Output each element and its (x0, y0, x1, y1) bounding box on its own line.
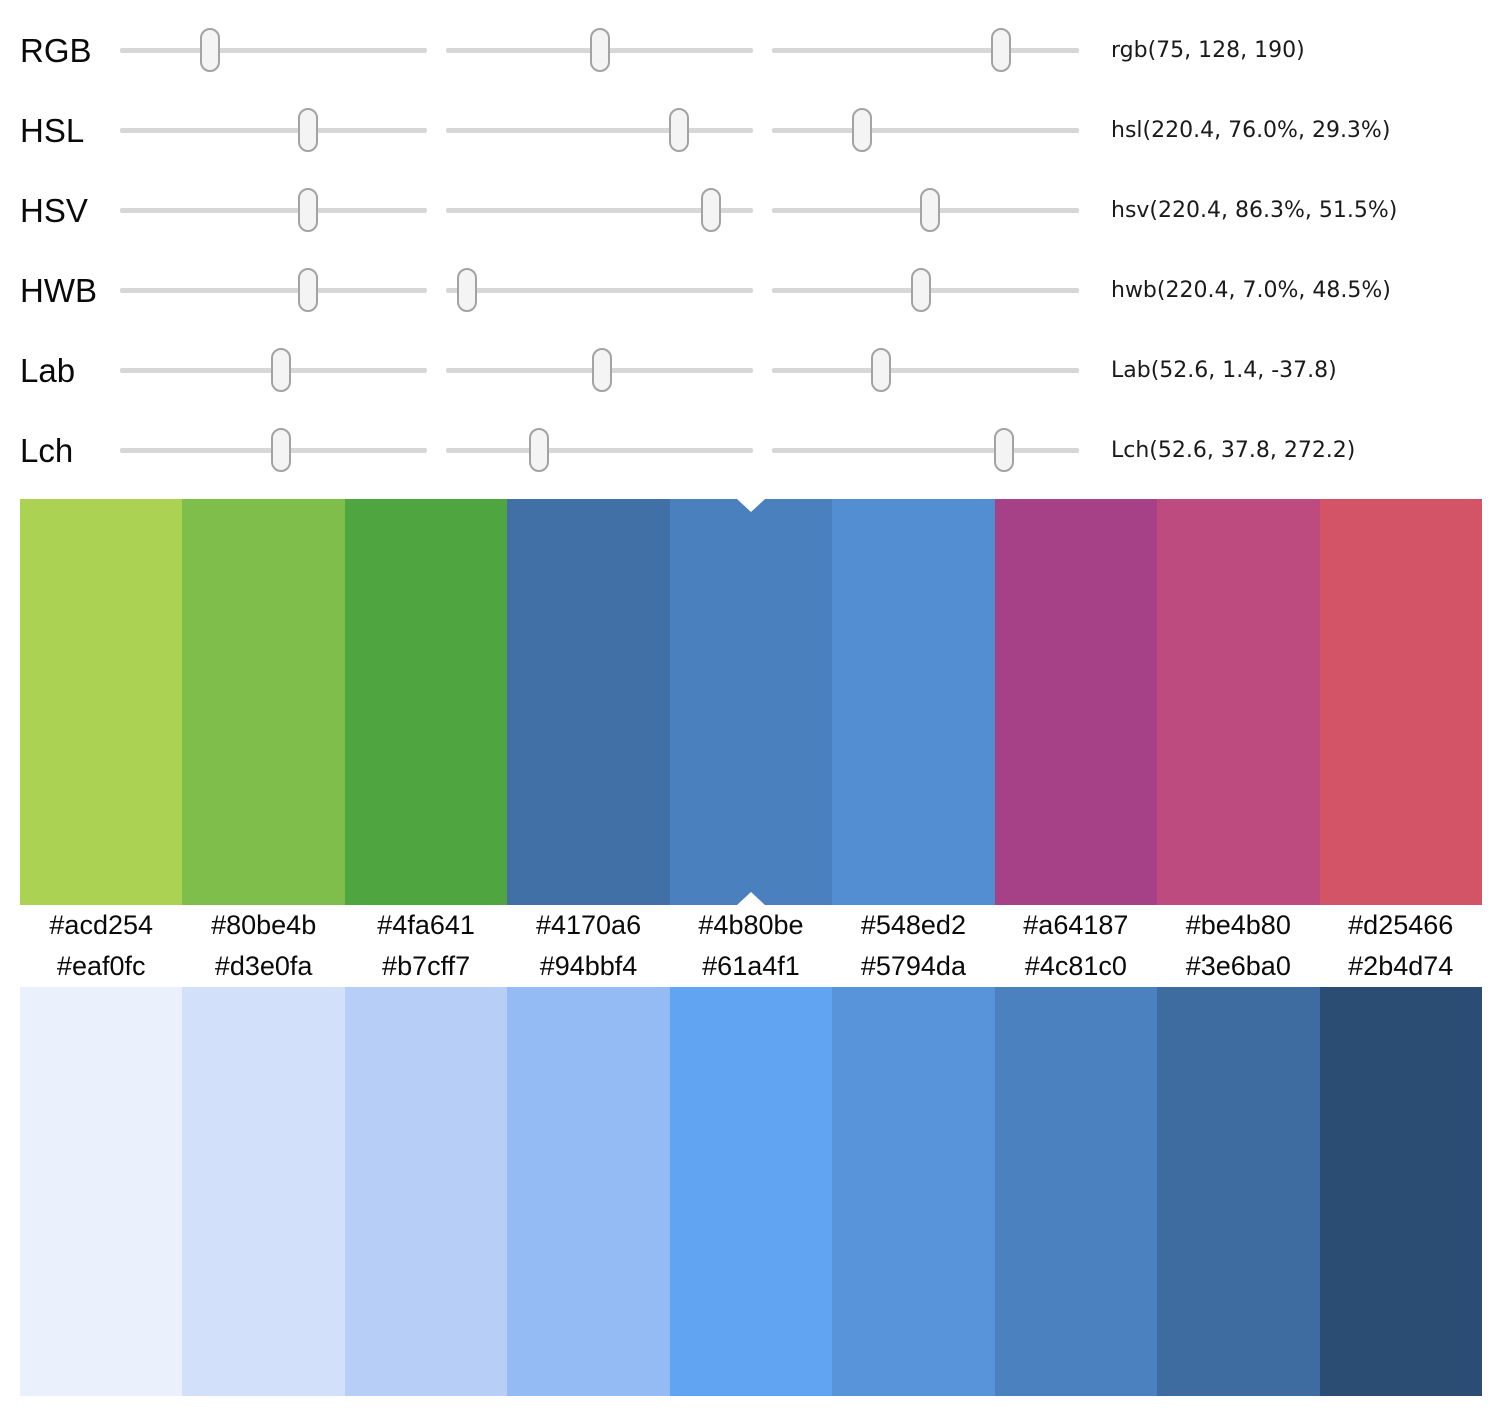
rgb-slider-r[interactable] (120, 28, 427, 72)
hwb-slider-w[interactable] (446, 268, 753, 312)
lab-slider-a-handle[interactable] (591, 348, 612, 392)
lch-slider-h-handle[interactable] (994, 428, 1015, 472)
hwb-label: HWB (20, 271, 97, 309)
hex-label: #d25466 (1348, 910, 1454, 940)
hue-swatch[interactable] (344, 499, 508, 905)
lab-slider-l[interactable] (120, 348, 427, 392)
hue-swatch[interactable] (507, 499, 670, 905)
hex-label: #b7cff7 (382, 951, 471, 981)
hex-label: #2b4d74 (1348, 951, 1454, 981)
hsv-slider-h-handle[interactable] (297, 188, 318, 232)
shade-swatch[interactable] (994, 987, 1158, 1396)
rgb-slider-g[interactable] (446, 28, 753, 72)
hue-swatch[interactable] (182, 499, 345, 905)
hex-label: #94bbf4 (539, 951, 638, 981)
hue-hex-labels: #acd254 #80be4b #4fa641 #4170a6 #4b80be … (20, 905, 1482, 946)
hex-label: #80be4b (211, 910, 317, 940)
hex-label: #4c81c0 (1024, 951, 1127, 981)
shade-swatch[interactable] (1319, 987, 1482, 1396)
hex-label: #d3e0fa (214, 951, 313, 981)
hwb-slider-h-handle[interactable] (297, 268, 318, 312)
hue-palette (20, 499, 1482, 905)
lab-slider-a[interactable] (446, 348, 753, 392)
lab-slider-b-handle[interactable] (870, 348, 891, 392)
hwb-slider-b-handle[interactable] (910, 268, 931, 312)
hue-swatch[interactable] (20, 499, 183, 905)
lab-slider-b[interactable] (772, 348, 1079, 392)
hex-label: #5794da (860, 951, 966, 981)
hsl-slider-l-handle[interactable] (851, 108, 872, 152)
lch-slider-c-handle[interactable] (528, 428, 549, 472)
hsv-slider-s[interactable] (446, 188, 753, 232)
lch-slider-h[interactable] (772, 428, 1079, 472)
shade-hex-labels: #eaf0fc #d3e0fa #b7cff7 #94bbf4 #61a4f1 … (20, 946, 1482, 987)
rgb-slider-b[interactable] (772, 28, 1079, 72)
rgb-value: rgb(75, 128, 190) (1111, 37, 1305, 63)
hwb-slider-h[interactable] (120, 268, 427, 312)
lab-slider-l-handle[interactable] (271, 348, 292, 392)
hsv-slider-v[interactable] (772, 188, 1079, 232)
shade-swatch[interactable] (1157, 987, 1320, 1396)
hsv-row: HSV hsv(220.4, 86.3%, 51.5%) (0, 170, 1501, 250)
hex-label: #61a4f1 (702, 951, 800, 981)
hue-swatch-selected[interactable] (669, 499, 833, 905)
hsv-slider-v-handle[interactable] (920, 188, 941, 232)
shade-swatch[interactable] (20, 987, 183, 1396)
hsl-slider-s[interactable] (446, 108, 753, 152)
rgb-slider-r-handle[interactable] (200, 28, 221, 72)
hex-label: #acd254 (49, 910, 154, 940)
hwb-value: hwb(220.4, 7.0%, 48.5%) (1111, 277, 1391, 303)
hwb-slider-b[interactable] (772, 268, 1079, 312)
palettes: #acd254 #80be4b #4fa641 #4170a6 #4b80be … (20, 499, 1482, 1396)
rgb-label: RGB (20, 31, 92, 69)
rgb-row: RGB rgb(75, 128, 190) (0, 10, 1501, 90)
hex-label: #4fa641 (377, 910, 475, 940)
hex-label: #3e6ba0 (1185, 951, 1291, 981)
shade-palette (20, 987, 1482, 1396)
hue-swatch[interactable] (832, 499, 995, 905)
lch-label: Lch (20, 431, 74, 469)
shade-swatch[interactable] (669, 987, 833, 1396)
hsl-label: HSL (20, 111, 85, 149)
hsl-slider-s-handle[interactable] (669, 108, 690, 152)
hsl-row: HSL hsl(220.4, 76.0%, 29.3%) (0, 90, 1501, 170)
hue-swatch[interactable] (1319, 499, 1482, 905)
hwb-row: HWB hwb(220.4, 7.0%, 48.5%) (0, 250, 1501, 330)
hsv-slider-s-handle[interactable] (700, 188, 721, 232)
hsl-slider-h-handle[interactable] (297, 108, 318, 152)
lab-row: Lab Lab(52.6, 1.4, -37.8) (0, 330, 1501, 410)
lch-row: Lch Lch(52.6, 37.8, 272.2) (0, 410, 1501, 490)
hsl-value: hsl(220.4, 76.0%, 29.3%) (1111, 117, 1391, 143)
rgb-slider-g-handle[interactable] (590, 28, 611, 72)
selected-color-notch-top-icon (736, 499, 765, 512)
hex-label: #a64187 (1023, 910, 1129, 940)
hex-label: #548ed2 (860, 910, 966, 940)
lch-slider-l-handle[interactable] (271, 428, 292, 472)
color-model-sliders: RGB rgb(75, 128, 190) HSL hsl(220.4, 76.… (0, 0, 1501, 490)
lab-label: Lab (20, 351, 76, 389)
lch-slider-l[interactable] (120, 428, 427, 472)
hue-swatch[interactable] (994, 499, 1158, 905)
hsv-value: hsv(220.4, 86.3%, 51.5%) (1111, 197, 1398, 223)
hex-label: #eaf0fc (56, 951, 146, 981)
hwb-slider-w-handle[interactable] (457, 268, 478, 312)
lab-value: Lab(52.6, 1.4, -37.8) (1111, 357, 1337, 383)
hsl-slider-l[interactable] (772, 108, 1079, 152)
hsv-label: HSV (20, 191, 88, 229)
hex-label: #be4b80 (1185, 910, 1291, 940)
lch-value: Lch(52.6, 37.8, 272.2) (1111, 437, 1356, 463)
shade-swatch[interactable] (507, 987, 670, 1396)
selected-color-notch-bottom-icon (736, 892, 765, 905)
shade-swatch[interactable] (182, 987, 345, 1396)
hex-label: #4b80be (698, 910, 804, 940)
hsv-slider-h[interactable] (120, 188, 427, 232)
rgb-slider-b-handle[interactable] (990, 28, 1011, 72)
lch-slider-c[interactable] (446, 428, 753, 472)
hex-label: #4170a6 (535, 910, 642, 940)
shade-swatch[interactable] (344, 987, 508, 1396)
shade-swatch[interactable] (832, 987, 995, 1396)
hue-swatch[interactable] (1157, 499, 1320, 905)
hsl-slider-h[interactable] (120, 108, 427, 152)
